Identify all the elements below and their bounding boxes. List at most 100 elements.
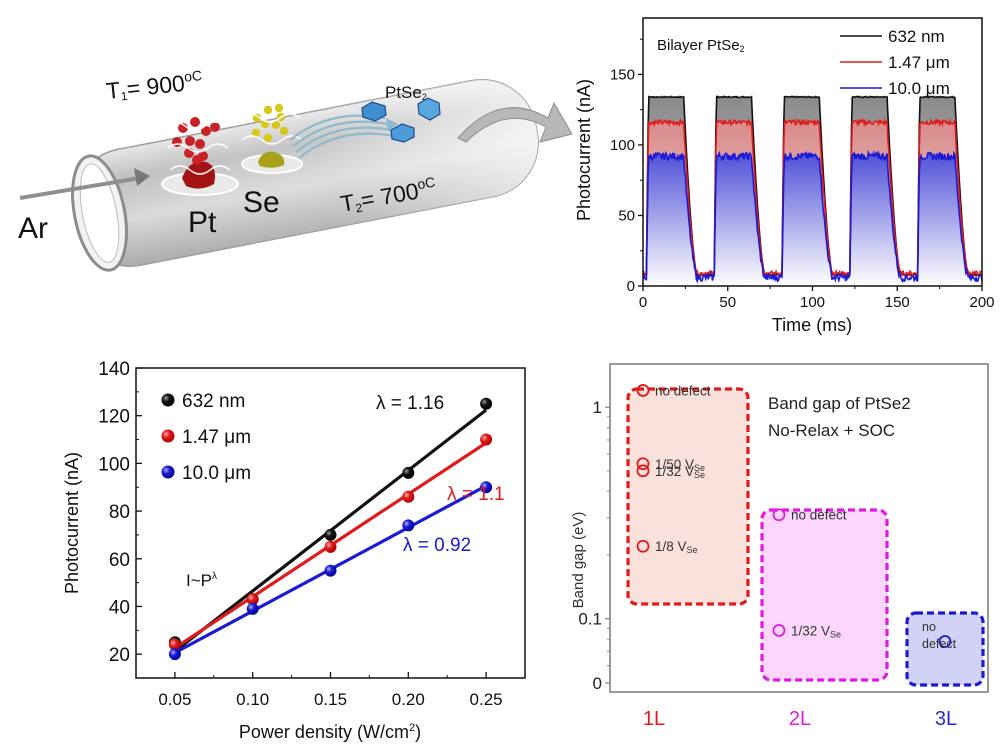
series-area-2 xyxy=(643,152,982,286)
y-tick-label: 1 xyxy=(593,398,602,417)
data-point xyxy=(636,539,650,553)
y-tick-label: 60 xyxy=(109,550,130,571)
x-tick-label: 0.05 xyxy=(158,690,191,709)
point-label: 1/8 VSe xyxy=(655,539,698,555)
plot-frame xyxy=(135,367,526,679)
category-label: 2L xyxy=(789,708,811,730)
annotation-power-law: I~Pλ xyxy=(186,571,217,590)
x-tick-label: 0.15 xyxy=(314,690,347,709)
fit-label: λ = 1.16 xyxy=(376,393,444,414)
point-label: 1/50 VSe xyxy=(655,457,705,473)
y-tick-label: 40 xyxy=(109,597,130,618)
legend-label: 10.0 μm xyxy=(888,79,950,98)
chart-photocurrent-time: 0 50 100 150 200 0 50 100 150 Bilayer PtSe2 632 … xyxy=(574,17,995,335)
se-atoms xyxy=(251,103,289,143)
group-box-1L xyxy=(626,387,750,606)
point-label: no xyxy=(922,620,936,634)
data-point xyxy=(636,464,650,478)
x-tick-label: 150 xyxy=(885,294,910,311)
chart-photocurrent-power: 0.05 0.10 0.15 0.20 0.25 20 40 60 80 100 120 140 63… xyxy=(62,359,526,742)
x-tick-label: 100 xyxy=(800,294,825,311)
x-tick-label: 0.25 xyxy=(470,690,503,709)
y-tick-label: 20 xyxy=(109,645,130,666)
point-label: 1/32 VSe xyxy=(655,464,705,480)
y-tick-label: 140 xyxy=(98,359,130,380)
fit-label: λ = 0.92 xyxy=(403,535,471,556)
x-tick-label: 0 xyxy=(639,294,647,311)
data-point xyxy=(772,508,786,522)
data-point xyxy=(168,648,181,661)
transfer-arrow xyxy=(457,101,573,143)
series-line-1 xyxy=(643,117,982,279)
legend-label: 1.47 μm xyxy=(182,427,251,448)
data-point xyxy=(402,519,415,532)
se-label: Se xyxy=(243,186,280,219)
x-tick-label: 50 xyxy=(719,294,736,311)
x-axis-label: Time (ms) xyxy=(772,315,852,335)
y-axis-label: Photocurrent (nA) xyxy=(574,79,594,221)
y-tick-label: 0.1 xyxy=(578,610,602,629)
t1-label: T1= 900oC xyxy=(105,67,204,105)
data-point xyxy=(636,384,650,397)
data-point xyxy=(246,602,259,615)
x-tick-label: 0.20 xyxy=(392,690,425,709)
legend-label: 10.0 μm xyxy=(182,463,251,484)
gas-flow-arrow xyxy=(19,168,150,200)
y-tick-label: 100 xyxy=(610,137,635,154)
legend-label: 1.47 μm xyxy=(888,53,950,72)
data-point xyxy=(402,466,415,479)
data-point xyxy=(772,623,786,637)
ptse2-crystals xyxy=(361,97,441,143)
series-line-2 xyxy=(643,149,982,284)
y-tick-label: 120 xyxy=(98,407,130,428)
fit-label: λ = 1.1 xyxy=(447,484,505,505)
point-label: 1/32 VSe xyxy=(791,623,841,639)
x-tick-label: 0.10 xyxy=(236,690,269,709)
point-label: defect xyxy=(922,637,957,651)
y-axis-label: Band gap (eV) xyxy=(570,512,587,609)
data-point xyxy=(938,635,952,648)
point-label: no defect xyxy=(791,508,847,523)
y-tick-label: 50 xyxy=(618,207,635,224)
category-label: 1L xyxy=(643,708,665,730)
x-axis-label: Power density (W/cm2) xyxy=(239,722,421,742)
legend-label: 632 nm xyxy=(888,27,945,46)
data-point xyxy=(480,433,493,446)
data-point xyxy=(168,638,181,651)
chart-subtitle: No-Relax + SOC xyxy=(768,421,895,440)
legend: 632 nm 1.47 μm 10.0 μm xyxy=(840,27,950,98)
ptse2-label: PtSe2 xyxy=(385,83,427,102)
data-point xyxy=(324,564,337,577)
legend-marker xyxy=(161,465,175,479)
y-tick-label: 0 xyxy=(627,278,635,295)
legend-marker xyxy=(161,429,175,443)
y-tick-label: 80 xyxy=(109,502,130,523)
y-tick-label: 0 xyxy=(593,674,602,693)
y-axis-label: Photocurrent (nA) xyxy=(62,452,82,594)
data-point xyxy=(324,540,337,553)
chart-title: Band gap of PtSe2 xyxy=(768,394,911,413)
data-point xyxy=(402,490,415,503)
pt-atoms xyxy=(172,117,220,165)
pt-label: Pt xyxy=(188,206,217,239)
ar-label: Ar xyxy=(18,212,48,245)
category-label: 3L xyxy=(935,708,957,730)
data-point xyxy=(636,457,650,471)
legend: 632 nm 1.47 μm 10.0 μm xyxy=(161,391,251,484)
group-box-3L xyxy=(905,611,985,687)
legend-marker xyxy=(161,393,175,407)
y-tick-label: 100 xyxy=(98,454,130,475)
data-point xyxy=(480,481,493,494)
point-label: no defect xyxy=(655,383,711,398)
pt-source xyxy=(161,117,239,196)
y-tick-label: 150 xyxy=(610,66,635,83)
x-tick-label: 200 xyxy=(969,294,994,311)
data-point xyxy=(480,397,493,410)
annotation-bilayer: Bilayer PtSe2 xyxy=(657,37,745,54)
data-point xyxy=(324,528,337,541)
group-box-2L xyxy=(760,508,889,682)
se-source xyxy=(239,103,303,174)
data-point xyxy=(246,593,259,606)
legend-label: 632 nm xyxy=(182,391,245,412)
